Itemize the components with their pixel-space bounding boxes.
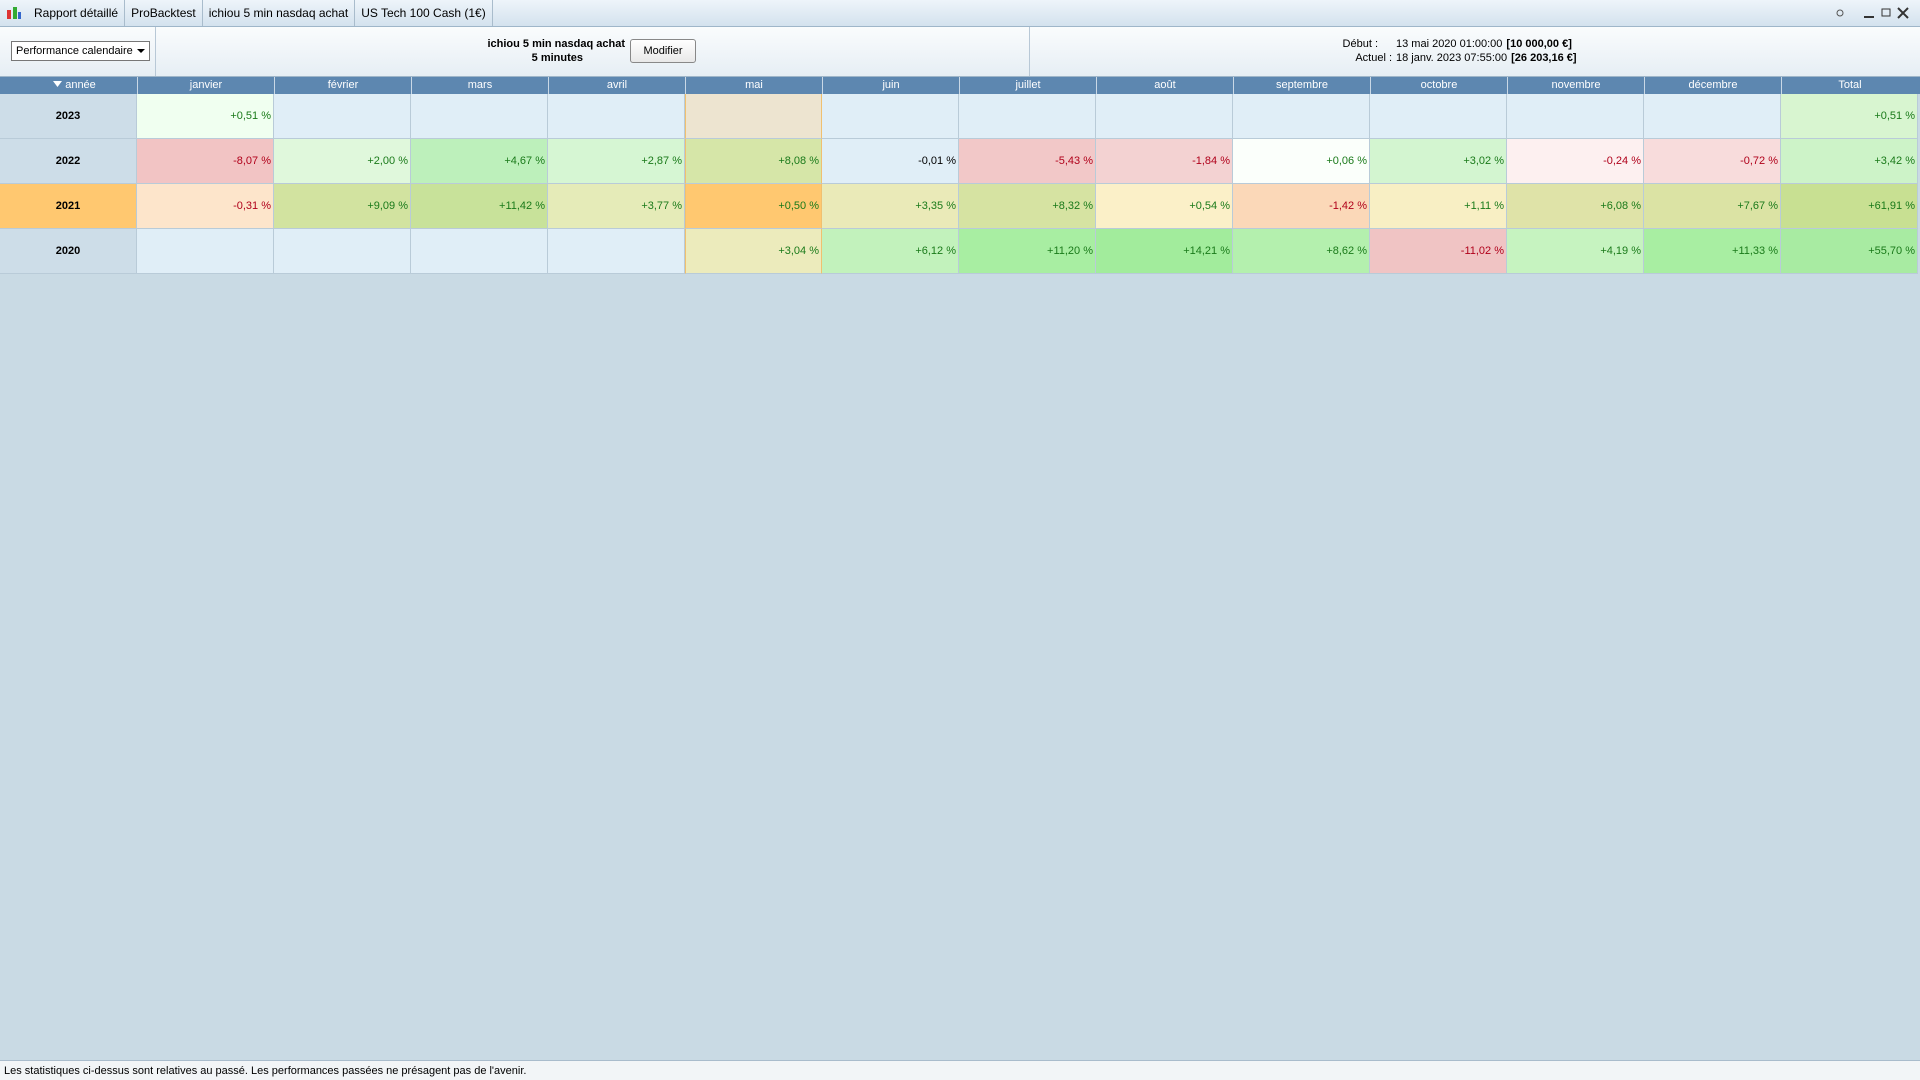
performance-cell: -5,43 % [959,139,1096,184]
performance-cell: +11,42 % [411,184,548,229]
performance-cell [274,94,411,139]
performance-cell: +14,21 % [1096,229,1233,274]
performance-cell: +8,62 % [1233,229,1370,274]
performance-cell [274,229,411,274]
performance-cell: +6,08 % [1507,184,1644,229]
disclaimer: Les statistiques ci-dessus sont relative… [0,1060,1920,1080]
performance-cell [548,229,685,274]
performance-cell [137,229,274,274]
performance-cell [411,229,548,274]
performance-cell [685,94,822,139]
start-label: Début : [1342,38,1378,50]
performance-cell: +8,32 % [959,184,1096,229]
performance-cell: +9,09 % [274,184,411,229]
performance-cell: -0,24 % [1507,139,1644,184]
column-header[interactable]: septembre [1233,77,1370,94]
performance-cell: -0,72 % [1644,139,1781,184]
tab[interactable]: Rapport détaillé [28,0,126,26]
performance-cell: +0,06 % [1233,139,1370,184]
window-controls[interactable] [1832,4,1912,22]
column-header[interactable]: mars [411,77,548,94]
performance-cell [548,94,685,139]
performance-cell: +3,77 % [548,184,685,229]
performance-cell: +0,50 % [685,184,822,229]
performance-cell: +7,67 % [1644,184,1781,229]
toolbar: Performance calendaire ichiou 5 min nasd… [0,27,1920,77]
tab[interactable]: ProBacktest [125,0,203,26]
column-header[interactable]: octobre [1370,77,1507,94]
performance-cell: -1,42 % [1233,184,1370,229]
performance-cell: +4,67 % [411,139,548,184]
performance-cell: -0,31 % [137,184,274,229]
performance-cell [1370,94,1507,139]
start-capital: [10 000,00 €] [1506,38,1572,50]
performance-cell: -8,07 % [137,139,274,184]
performance-cell [1096,94,1233,139]
tab[interactable]: ichiou 5 min nasdaq achat [203,0,356,26]
performance-cell [1507,94,1644,139]
timeframe: 5 minutes [531,52,583,64]
year-cell: 2022 [0,139,137,184]
current-date: 18 janv. 2023 07:55:00 [1396,52,1508,64]
performance-cell: +0,54 % [1096,184,1233,229]
performance-cell: +0,51 % [1781,94,1918,139]
view-dropdown[interactable]: Performance calendaire [11,41,150,61]
performance-cell [1233,94,1370,139]
performance-cell: +1,11 % [1370,184,1507,229]
performance-cell: +6,12 % [822,229,959,274]
table-header: année janvier février mars avril mai juin juill… [0,77,1920,94]
performance-cell: -1,84 % [1096,139,1233,184]
performance-cell: +3,35 % [822,184,959,229]
start-date: 13 mai 2020 01:00:00 [1396,38,1503,50]
modify-button[interactable]: Modifier [630,39,696,63]
performance-cell [1644,94,1781,139]
year-cell: 2020 [0,229,137,274]
performance-cell: +3,04 % [685,229,822,274]
strategy-name: ichiou 5 min nasdaq achat [487,38,625,50]
column-header[interactable]: février [274,77,411,94]
column-header[interactable]: juin [822,77,959,94]
column-header[interactable]: août [1096,77,1233,94]
column-header[interactable]: avril [548,77,685,94]
column-header[interactable]: année [0,77,137,94]
performance-cell: +61,91 % [1781,184,1918,229]
strategy-info: ichiou 5 min nasdaq achat 5 minutes [380,37,625,65]
performance-cell: +3,02 % [1370,139,1507,184]
performance-cell: +11,33 % [1644,229,1781,274]
year-cell: 2023 [0,94,137,139]
performance-cell: +3,42 % [1781,139,1918,184]
tabs: Rapport détaillé ProBacktest ichiou 5 min … [28,0,493,26]
column-header[interactable]: juillet [959,77,1096,94]
performance-cell: +11,20 % [959,229,1096,274]
current-capital: [26 203,16 €] [1511,52,1577,64]
performance-cell: +55,70 % [1781,229,1918,274]
separator [1029,27,1030,76]
performance-cell: +0,51 % [137,94,274,139]
performance-cell: -11,02 % [1370,229,1507,274]
performance-cell [411,94,548,139]
performance-cell [959,94,1096,139]
column-header[interactable]: Total [1781,77,1918,94]
performance-cell: -0,01 % [822,139,959,184]
column-header[interactable]: novembre [1507,77,1644,94]
performance-cell: +4,19 % [1507,229,1644,274]
year-cell: 2021 [0,184,137,229]
app-icon [7,7,21,19]
column-header[interactable]: mai [685,77,822,94]
column-header[interactable]: décembre [1644,77,1781,94]
table-body: 2023 +0,51 % +0,51 % 2022 -8,07 % +2,00 % +4,6… [0,94,1920,274]
performance-cell: +2,87 % [548,139,685,184]
column-header[interactable]: janvier [137,77,274,94]
sort-icon [53,81,63,87]
current-label: Actuel : [1355,52,1392,64]
period-info: Début : 13 mai 2020 01:00:00 [10 000,00 €]… [1320,37,1577,65]
performance-cell [822,94,959,139]
title-bar: Rapport détaillé ProBacktest ichiou 5 min … [0,0,1920,27]
performance-cell: +8,08 % [685,139,822,184]
tab[interactable]: US Tech 100 Cash (1€) [355,0,493,26]
separator [155,27,156,76]
performance-cell: +2,00 % [274,139,411,184]
